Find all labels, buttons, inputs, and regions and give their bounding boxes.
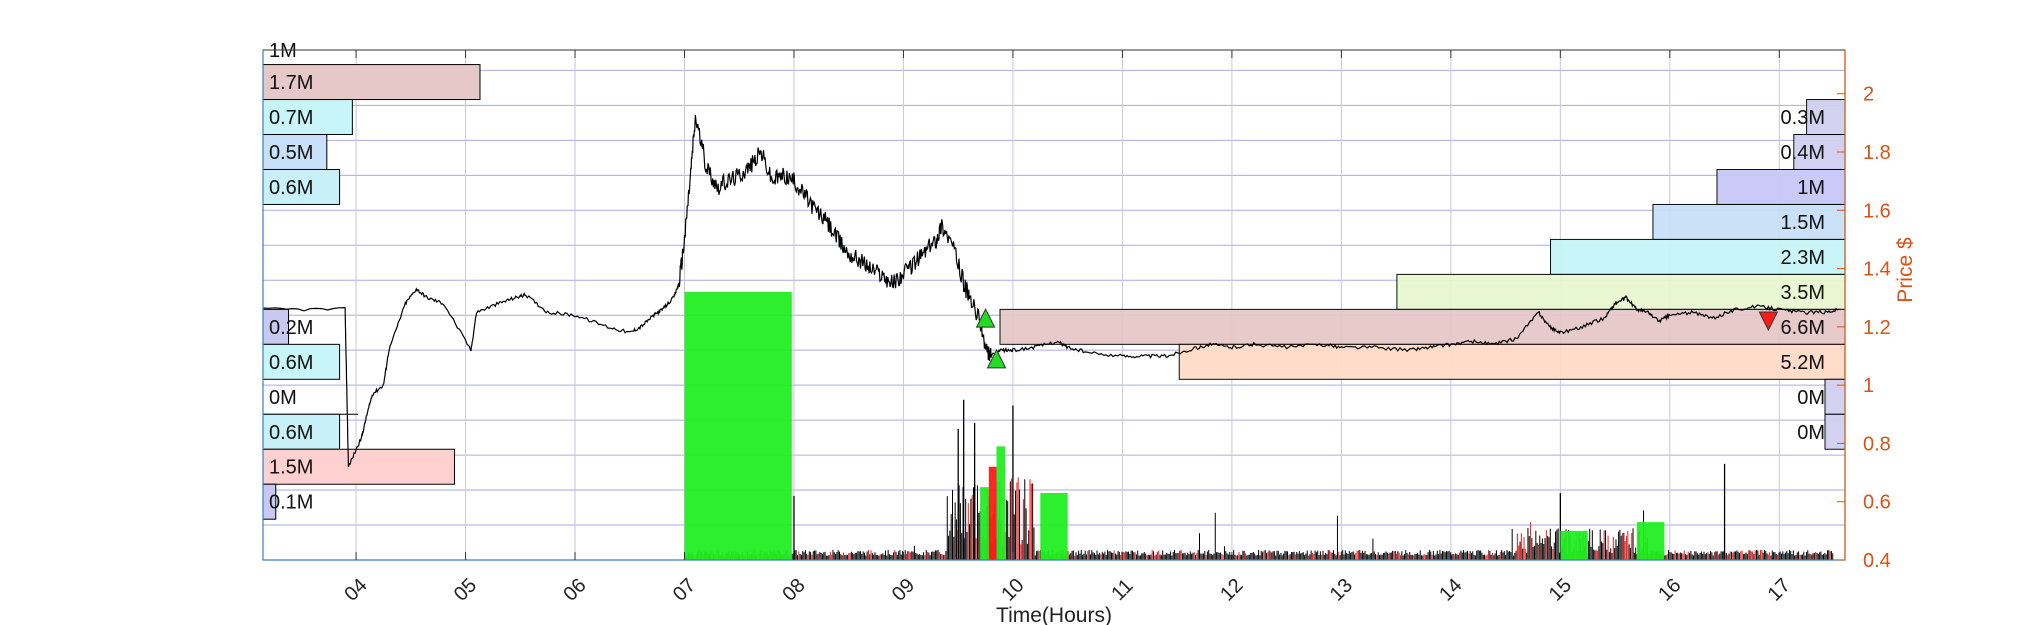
- left-profile-label: 0.6M: [269, 352, 313, 374]
- right-profile-bar: [1652, 203, 1846, 240]
- right-profile-label: 0.4M: [1781, 142, 1825, 164]
- left-profile-label: 1M: [269, 40, 297, 62]
- right-profile-bar: [1824, 413, 1846, 450]
- left-profile-label: 1.5M: [269, 457, 313, 479]
- left-volume-profile: 1M 1.7M 0.7M 0.5M 0.6M 0.2M 0.6M 0M 0.6M 1.5M 0.1M: [262, 40, 481, 520]
- y-tick-label: 2: [1863, 84, 1874, 106]
- right-profile-label: 0.3M: [1781, 107, 1825, 129]
- x-tick-label: 09: [888, 574, 919, 605]
- x-tick-label: 10: [997, 574, 1028, 605]
- y-axis-label: Price $: [1894, 237, 1917, 303]
- left-profile-label: 0.2M: [269, 317, 313, 339]
- right-profile-label: 0M: [1797, 387, 1825, 409]
- right-profile-label: 1.5M: [1781, 212, 1825, 234]
- x-tick-label: 14: [1435, 574, 1466, 605]
- right-profile-label: 1M: [1797, 177, 1825, 199]
- right-profile-bar: [1716, 168, 1846, 205]
- x-tick-label: 17: [1764, 574, 1795, 605]
- left-profile-bar: [262, 168, 341, 205]
- x-tick-label: 04: [340, 574, 371, 605]
- right-profile-bar: [1550, 238, 1846, 275]
- sell-trade-marker: [1758, 311, 1779, 332]
- left-profile-bar: [262, 99, 353, 136]
- y-tick-label: 1.8: [1863, 142, 1891, 164]
- grid-lines: [263, 50, 1845, 561]
- price-line: [262, 114, 1840, 468]
- x-tick-label: 12: [1216, 574, 1247, 605]
- y-axis-right: 0.4 0.6 0.8 1 1.2 1.4 1.6 1.8 2: [1837, 50, 1891, 572]
- buy-volume-block: [684, 291, 792, 560]
- right-profile-bar: [1806, 99, 1846, 136]
- y-tick-label: 0.8: [1863, 433, 1891, 455]
- buy-volume-block: [996, 446, 1006, 560]
- right-profile-bar: [999, 308, 1846, 345]
- left-profile-label: 0M: [269, 387, 297, 409]
- y-tick-label: 1.6: [1863, 200, 1891, 222]
- right-volume-profile: 0.3M 0.4M 1M 1.5M 2.3M 3.5M 6.6M 5.2M 0M 0M: [999, 99, 1846, 450]
- x-tick-label: 13: [1326, 574, 1357, 605]
- left-profile-bar: [262, 308, 290, 345]
- y-tick-label: 1.4: [1863, 259, 1891, 281]
- volume-blocks: [684, 291, 1665, 560]
- left-profile-label: 0.1M: [269, 492, 313, 514]
- x-tick-label: 05: [450, 574, 481, 605]
- x-tick-label: 06: [559, 574, 590, 605]
- y-tick-label: 0.6: [1863, 492, 1891, 514]
- trade-markers: [975, 307, 1779, 369]
- right-profile-label: 5.2M: [1781, 352, 1825, 374]
- right-profile-label: 3.5M: [1781, 282, 1825, 304]
- left-profile-label: 0.6M: [269, 422, 313, 444]
- right-profile-bar: [1824, 378, 1846, 415]
- buy-volume-block: [980, 487, 989, 560]
- right-profile-bar: [1178, 343, 1846, 380]
- buy-volume-block: [1560, 530, 1588, 560]
- left-profile-label: 0.5M: [269, 142, 313, 164]
- x-axis-label: Time(Hours): [996, 604, 1112, 625]
- left-profile-bar: [262, 413, 341, 450]
- buy-trade-marker: [986, 348, 1007, 369]
- y-tick-label: 1: [1863, 375, 1874, 397]
- y-tick-label: 0.4: [1863, 550, 1891, 572]
- y-tick-label: 1.2: [1863, 317, 1891, 339]
- buy-volume-block: [1636, 522, 1665, 560]
- right-profile-label: 0M: [1797, 422, 1825, 444]
- x-tick-label: 07: [669, 574, 700, 605]
- x-tick-label: 08: [778, 574, 809, 605]
- x-tick-label: 15: [1545, 574, 1576, 605]
- buy-trade-marker: [975, 307, 996, 328]
- sell-volume-block: [988, 466, 997, 560]
- buy-volume-block: [1040, 492, 1068, 560]
- left-profile-bar: [262, 448, 455, 485]
- right-profile-bar: [1396, 273, 1846, 310]
- left-profile-label: 0.6M: [269, 177, 313, 199]
- left-profile-label: 0.7M: [269, 107, 313, 129]
- right-profile-label: 6.6M: [1781, 317, 1825, 339]
- left-profile-bar: [262, 343, 341, 380]
- x-tick-label: 16: [1654, 574, 1685, 605]
- left-profile-bar: [262, 134, 328, 170]
- left-profile-label: 1.7M: [269, 72, 313, 94]
- x-tick-label: 11: [1107, 575, 1137, 605]
- right-profile-label: 2.3M: [1781, 247, 1825, 269]
